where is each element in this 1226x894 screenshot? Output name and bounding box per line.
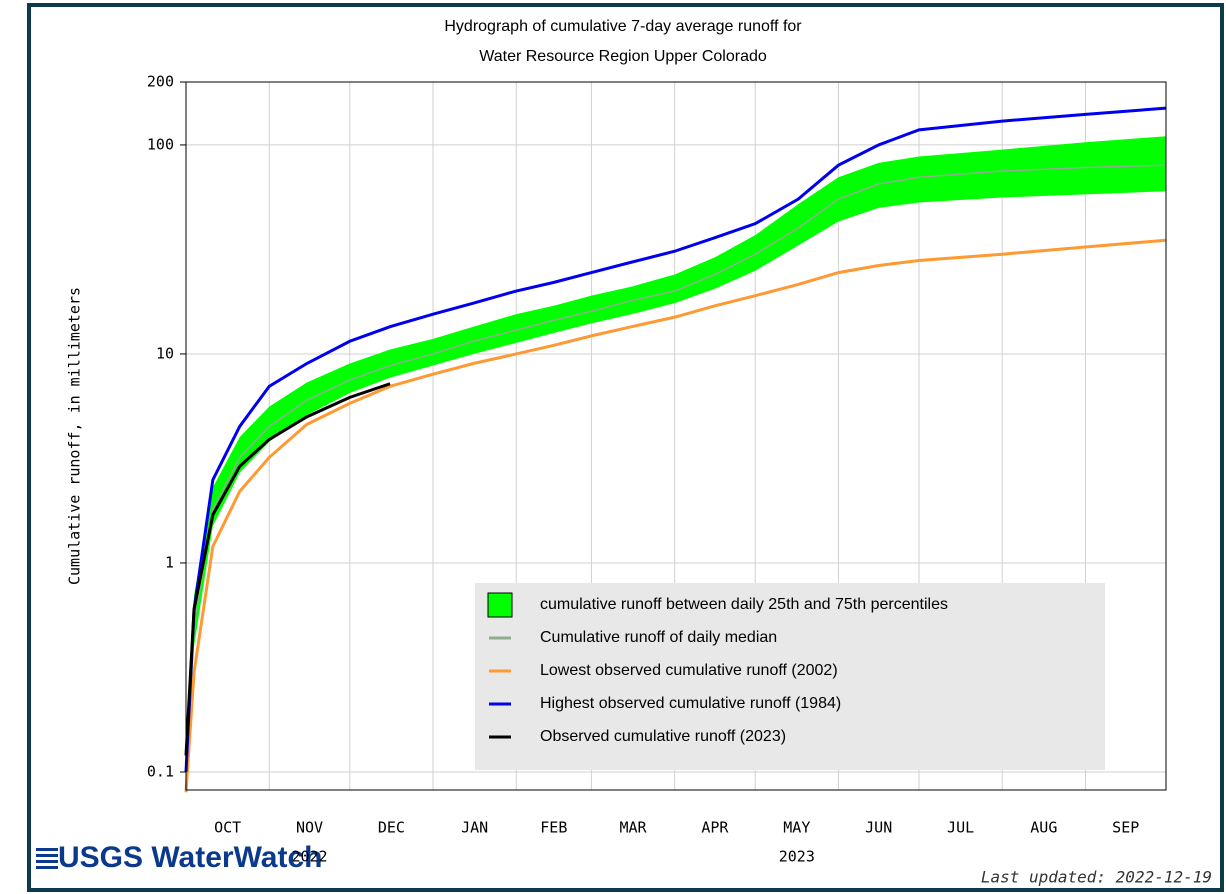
x-year-label: 2023 bbox=[779, 848, 815, 866]
x-tick-label: JUN bbox=[865, 819, 892, 837]
logo-text: USGS WaterWatch bbox=[58, 841, 322, 874]
x-tick-label: SEP bbox=[1112, 819, 1139, 837]
y-tick-label: 100 bbox=[147, 135, 174, 153]
logo-mark bbox=[36, 848, 58, 869]
x-tick-label: AUG bbox=[1030, 819, 1057, 837]
x-tick-label: OCT bbox=[214, 819, 241, 837]
plot-border bbox=[185, 81, 1167, 791]
series-line bbox=[184, 106, 1167, 773]
y-tick-label: 10 bbox=[156, 344, 174, 362]
x-tick-label: NOV bbox=[296, 819, 323, 837]
logo: USGS WaterWatch bbox=[36, 841, 322, 874]
legend-box bbox=[475, 583, 1105, 770]
x-tick-label: JUL bbox=[947, 819, 974, 837]
series-line bbox=[185, 164, 1167, 773]
legend-label: Cumulative runoff of daily median bbox=[540, 629, 777, 646]
legend-label: Lowest observed cumulative runoff (2002) bbox=[540, 662, 838, 679]
x-tick-label: MAY bbox=[783, 819, 810, 837]
legend-label: Observed cumulative runoff (2023) bbox=[540, 728, 786, 745]
y-tick-label: 1 bbox=[165, 553, 174, 571]
chart-title: Hydrograph of cumulative 7-day average r… bbox=[444, 18, 802, 35]
chart-title: Water Resource Region Upper Colorado bbox=[479, 48, 767, 65]
x-year-label: 2022 bbox=[291, 848, 327, 866]
legend-swatch bbox=[487, 592, 513, 618]
x-tick-label: APR bbox=[701, 819, 729, 837]
x-tick-label: MAR bbox=[619, 819, 647, 837]
legend: cumulative runoff between daily 25th and… bbox=[475, 583, 1105, 770]
x-tick-label: JAN bbox=[461, 819, 488, 837]
legend-label: cumulative runoff between daily 25th and… bbox=[540, 596, 948, 613]
x-tick-label: FEB bbox=[540, 819, 567, 837]
y-axis-label: Cumulative runoff, in millimeters bbox=[66, 287, 84, 585]
y-tick-label: 200 bbox=[147, 73, 174, 91]
last-updated: Last updated: 2022-12-19 bbox=[981, 868, 1212, 887]
x-tick-label: DEC bbox=[378, 819, 405, 837]
y-tick-label: 0.1 bbox=[147, 762, 174, 780]
series-line bbox=[184, 238, 1167, 793]
legend-label: Highest observed cumulative runoff (1984… bbox=[540, 695, 841, 712]
series-line bbox=[184, 382, 391, 756]
